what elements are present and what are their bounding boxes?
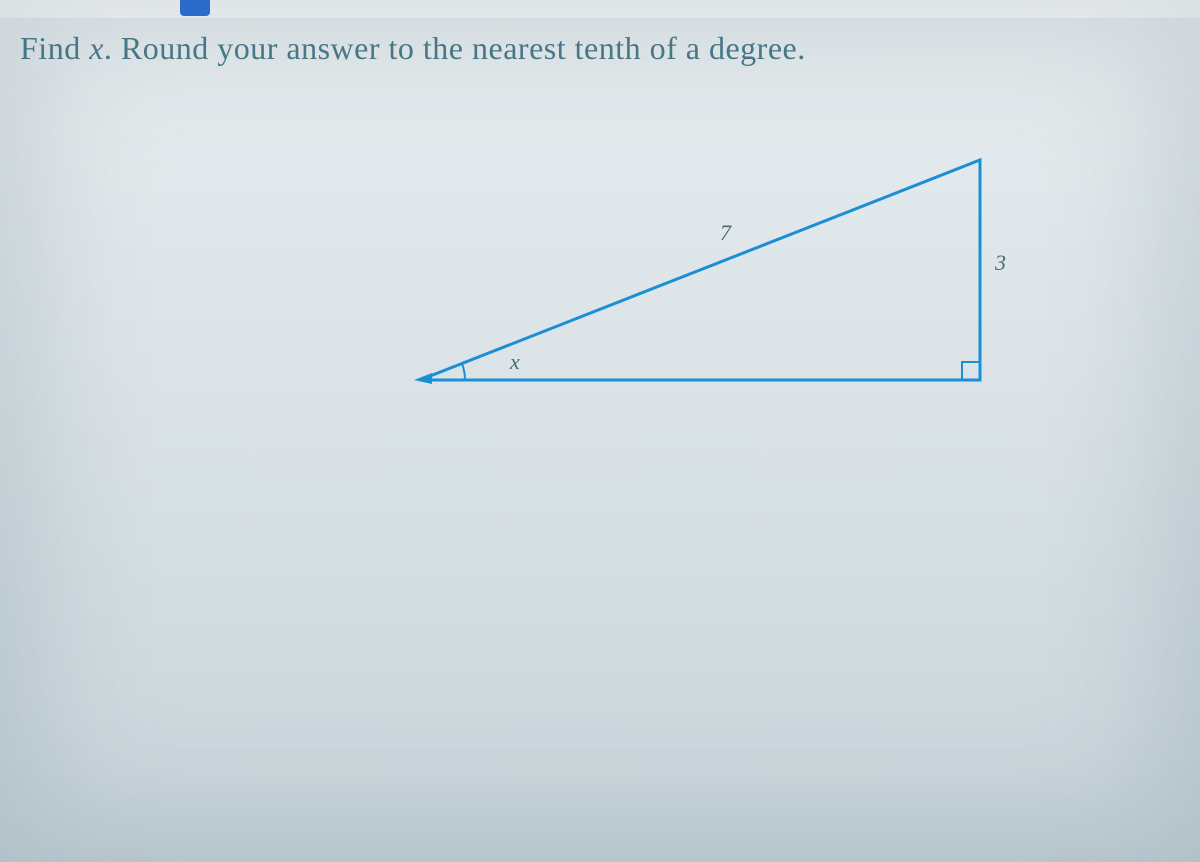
triangle-diagram: 7 3 x	[390, 130, 1030, 410]
checkmark-badge	[180, 0, 210, 16]
question-prefix: Find	[20, 30, 89, 66]
triangle-shape	[420, 160, 980, 380]
question-suffix: . Round your answer to the nearest tenth…	[104, 30, 806, 66]
question-variable: x	[89, 30, 104, 66]
label-opposite: 3	[994, 250, 1006, 275]
label-angle: x	[509, 349, 520, 374]
question-prompt: Find x. Round your answer to the nearest…	[20, 30, 806, 67]
angle-arc	[462, 364, 465, 380]
label-hypotenuse: 7	[720, 220, 732, 245]
triangle-svg: 7 3 x	[390, 130, 1030, 410]
vertex-tick	[414, 373, 432, 384]
right-angle-marker	[962, 362, 980, 380]
